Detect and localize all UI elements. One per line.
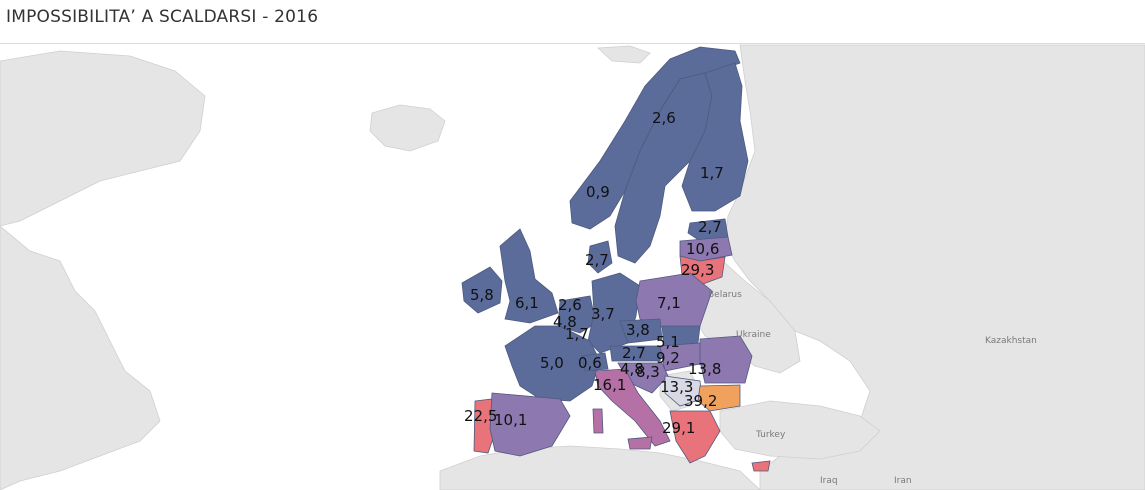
region-greece[interactable] xyxy=(669,410,721,464)
label-turkey: Turkey xyxy=(755,430,786,440)
value-slovakia: 5,1 xyxy=(656,333,680,351)
value-croatia: 8,3 xyxy=(636,363,660,381)
region-serbia[interactable] xyxy=(664,375,703,407)
label-ukraine: Ukraine xyxy=(736,330,771,340)
region-sicily[interactable] xyxy=(627,436,653,450)
value-denmark: 2,7 xyxy=(585,251,609,269)
region-czech[interactable] xyxy=(619,318,663,344)
value-portugal: 22,5 xyxy=(464,407,497,425)
value-switzerland: 0,6 xyxy=(578,354,602,372)
value-luxembourg: 1,7 xyxy=(565,325,589,343)
value-latvia: 10,6 xyxy=(686,240,719,258)
label-kazakhstan: Kazakhstan xyxy=(985,336,1037,346)
value-netherlands: 2,6 xyxy=(558,296,582,314)
region-france[interactable] xyxy=(504,325,601,402)
region-uk[interactable] xyxy=(499,228,559,324)
region-switzerland[interactable] xyxy=(581,352,609,372)
value-labels: 2,6 1,7 0,9 2,7 10,6 29,3 2,7 5,8 6,1 2,… xyxy=(464,109,724,437)
region-latvia[interactable] xyxy=(679,236,733,262)
label-belarus: Belarus xyxy=(708,290,742,300)
value-poland: 7,1 xyxy=(657,294,681,312)
region-italy[interactable] xyxy=(594,368,671,447)
label-iran: Iran xyxy=(894,476,912,486)
value-lithuania: 29,3 xyxy=(681,261,714,279)
map-svg[interactable]: Belarus Ukraine Kazakhstan Turkey Iraq I… xyxy=(0,44,1145,490)
value-spain: 10,1 xyxy=(494,411,527,429)
value-italy: 16,1 xyxy=(593,376,626,394)
value-germany: 3,7 xyxy=(591,305,615,323)
value-ireland: 5,8 xyxy=(470,286,494,304)
value-norway: 0,9 xyxy=(586,183,610,201)
value-romania: 13,8 xyxy=(688,360,721,378)
value-belgium: 4,8 xyxy=(553,313,577,331)
region-ireland[interactable] xyxy=(461,266,503,314)
region-cyprus[interactable] xyxy=(751,460,771,472)
value-austria: 2,7 xyxy=(622,344,646,362)
value-bulgaria: 39,2 xyxy=(684,392,717,410)
value-hungary: 9,2 xyxy=(656,349,680,367)
value-sweden: 2,6 xyxy=(652,109,676,127)
region-denmark[interactable] xyxy=(587,240,613,274)
value-greece: 29,1 xyxy=(662,419,695,437)
value-serbia: 13,3 xyxy=(660,378,693,396)
map-view[interactable]: Belarus Ukraine Kazakhstan Turkey Iraq I… xyxy=(0,43,1145,490)
region-portugal[interactable] xyxy=(473,398,496,454)
region-benelux[interactable] xyxy=(557,295,597,334)
region-austria[interactable] xyxy=(609,345,665,362)
region-spain[interactable] xyxy=(489,392,571,457)
value-uk: 6,1 xyxy=(515,294,539,312)
region-romania[interactable] xyxy=(699,335,753,384)
label-iraq: Iraq xyxy=(820,476,838,486)
region-sardinia[interactable] xyxy=(592,408,604,434)
region-finland[interactable] xyxy=(681,62,749,212)
basemap-land xyxy=(0,44,1145,490)
value-slovenia: 4,8 xyxy=(620,360,644,378)
value-czech: 3,8 xyxy=(626,321,650,339)
region-bulgaria[interactable] xyxy=(697,384,741,412)
value-france: 5,0 xyxy=(540,354,564,372)
basemap-labels: Belarus Ukraine Kazakhstan Turkey Iraq I… xyxy=(708,290,1037,486)
chart-title: IMPOSSIBILITA’ A SCALDARSI - 2016 xyxy=(6,7,319,27)
eu-regions xyxy=(461,46,771,472)
value-finland: 1,7 xyxy=(700,164,724,182)
value-estonia: 2,7 xyxy=(698,218,722,236)
